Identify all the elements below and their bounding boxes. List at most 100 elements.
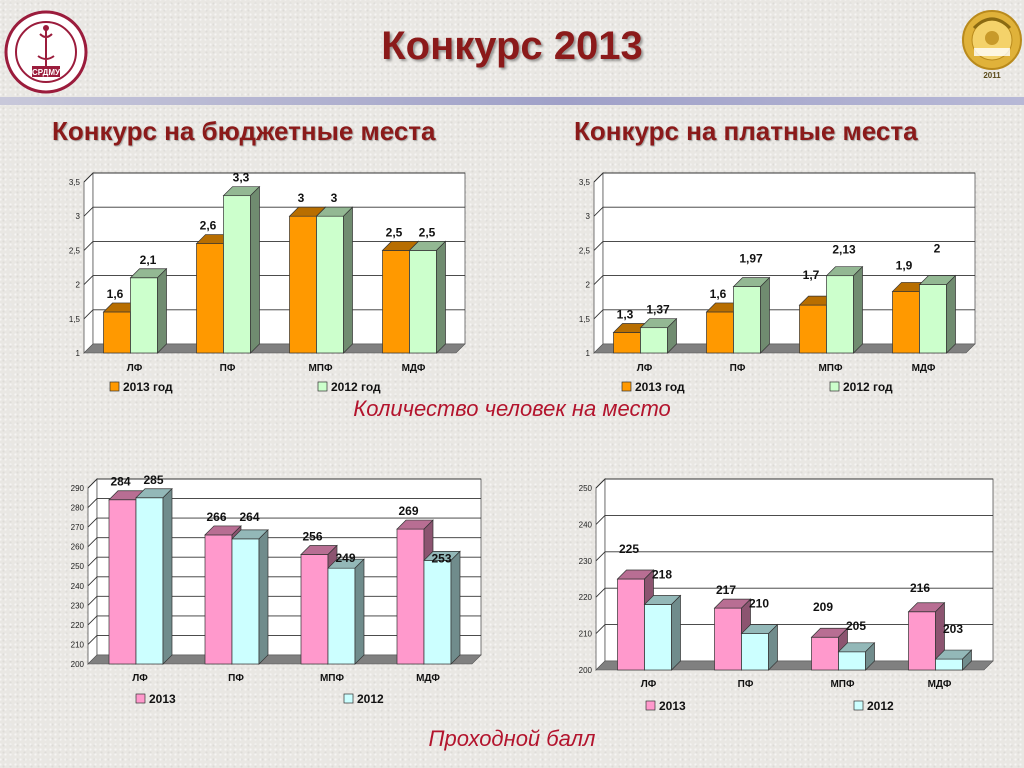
university-seal-logo: СРДМУ	[4, 10, 88, 94]
legend-swatch	[343, 693, 354, 704]
data-label: 284	[110, 475, 130, 489]
bar-side-face	[768, 623, 778, 671]
bar-side-face	[354, 558, 365, 665]
bar-side-face	[258, 528, 269, 665]
gridline	[87, 478, 481, 489]
y-tick-label: 240	[71, 582, 85, 591]
data-label: 1,7	[803, 268, 820, 282]
header-divider	[0, 97, 1024, 105]
y-tick-label: 290	[71, 484, 85, 493]
category-label: ПФ	[730, 363, 746, 374]
category-label: МДФ	[928, 679, 952, 690]
y-tick-label: 270	[71, 523, 85, 532]
legend-swatch	[135, 693, 146, 704]
bar-current	[289, 215, 317, 354]
category-label: ПФ	[738, 679, 754, 690]
award-medal-logo: 2011	[962, 10, 1022, 80]
bar-side-face	[946, 274, 956, 354]
category-label: МДФ	[912, 363, 936, 374]
chart-side-wall	[593, 172, 604, 354]
y-tick-label: 210	[71, 640, 85, 649]
y-tick-label: 210	[579, 630, 593, 639]
data-label: 253	[431, 551, 451, 565]
legend-label: 2012 год	[331, 380, 381, 394]
bar-current	[382, 250, 410, 354]
bar-current	[103, 311, 131, 354]
budget-competition-chart: 1 1,5 2 2,5 3 3,5 1,6 2,1 ЛФ 2,6 3,3 ПФ 3 3 МПФ 2,5 2,5 М…	[69, 171, 466, 394]
bar-current	[908, 611, 936, 671]
legend-swatch	[853, 700, 864, 711]
data-label: 225	[619, 542, 639, 556]
bar-previous	[316, 215, 344, 354]
data-label: 269	[398, 504, 418, 518]
data-label: 1,6	[107, 287, 124, 301]
data-label: 2	[934, 242, 941, 256]
bar-current	[799, 304, 827, 354]
bar-side-face	[853, 265, 863, 354]
bar-current	[396, 528, 425, 665]
data-label: 3,3	[233, 171, 250, 185]
data-label: 3	[298, 191, 305, 205]
bar-previous	[733, 286, 761, 354]
legend-swatch	[621, 381, 632, 392]
bar-side-face	[667, 317, 677, 354]
budget-score-chart: 200 210 220 230 240 250 260 270 280 290 284 285 ЛФ 26…	[71, 473, 482, 706]
data-label: 209	[813, 600, 833, 614]
data-label: 218	[652, 567, 672, 581]
y-tick-label: 200	[579, 666, 593, 675]
data-label: 264	[239, 510, 259, 524]
y-tick-label: 220	[579, 593, 593, 602]
y-tick-label: 200	[71, 660, 85, 669]
bar-previous	[130, 277, 158, 354]
gridline	[593, 172, 975, 183]
y-tick-label: 230	[71, 601, 85, 610]
gridline	[595, 478, 993, 489]
y-tick-label: 2,5	[579, 246, 591, 255]
category-label: ЛФ	[641, 679, 657, 690]
bar-current	[204, 534, 233, 665]
legend-swatch	[109, 381, 120, 392]
y-tick-label: 220	[71, 621, 85, 630]
gridline	[593, 240, 975, 251]
category-label: ЛФ	[132, 673, 148, 684]
legend-label: 2012 год	[843, 380, 893, 394]
bar-current	[196, 243, 224, 354]
category-label: МПФ	[308, 363, 333, 374]
budget-subtitle: Конкурс на бюджетные места	[52, 116, 436, 146]
bar-previous	[919, 284, 947, 354]
bar-previous	[423, 560, 452, 665]
y-tick-label: 1,5	[69, 315, 81, 324]
paid-score-chart: 200 210 220 230 240 250 225 218 ЛФ 217 210 ПФ 209 205…	[579, 478, 994, 713]
gridline	[87, 517, 481, 528]
data-label: 203	[943, 622, 963, 636]
gridline	[83, 172, 465, 183]
y-tick-label: 280	[71, 504, 85, 513]
bar-previous	[741, 633, 769, 671]
paid-competition-chart: 1 1,5 2 2,5 3 3,5 1,3 1,37 ЛФ 1,6 1,97 ПФ 1,7 2,13 МПФ…	[579, 172, 976, 394]
bar-current	[892, 291, 920, 354]
bar-side-face	[865, 641, 875, 671]
y-tick-label: 240	[579, 520, 593, 529]
y-tick-label: 3,5	[69, 178, 81, 187]
category-label: ЛФ	[637, 363, 653, 374]
data-label: 1,3	[617, 307, 634, 321]
legend-swatch	[829, 381, 840, 392]
y-tick-label: 250	[579, 484, 593, 493]
page-title: Конкурс 2013	[381, 24, 643, 68]
chart-side-wall	[83, 172, 94, 354]
bar-current	[706, 311, 734, 354]
gridline	[595, 624, 993, 634]
bar-previous	[327, 567, 356, 665]
legend-label: 2012	[867, 699, 894, 713]
category-label: МДФ	[402, 363, 426, 374]
bar-side-face	[962, 649, 972, 671]
bar-side-face	[343, 206, 353, 354]
passing-score-caption: Проходной балл	[428, 726, 596, 751]
data-label: 3	[331, 191, 338, 205]
bar-previous	[935, 658, 963, 671]
bar-previous	[135, 497, 164, 665]
data-label: 216	[910, 581, 930, 595]
legend-swatch	[645, 700, 656, 711]
data-label: 2,13	[832, 243, 856, 257]
bar-previous	[838, 651, 866, 671]
